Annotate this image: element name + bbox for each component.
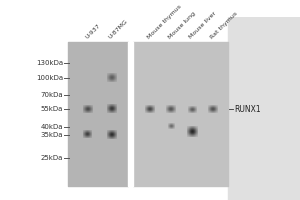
Text: 25kDa: 25kDa xyxy=(40,155,63,161)
Text: 130kDa: 130kDa xyxy=(36,60,63,66)
Text: 40kDa: 40kDa xyxy=(40,124,63,130)
Text: 35kDa: 35kDa xyxy=(40,132,63,138)
Text: U-87MG: U-87MG xyxy=(108,19,129,40)
Text: Mouse thymus: Mouse thymus xyxy=(147,4,183,40)
Text: RUNX1: RUNX1 xyxy=(234,105,261,114)
Text: 100kDa: 100kDa xyxy=(36,75,63,81)
Text: U-937: U-937 xyxy=(84,23,101,40)
Text: 70kDa: 70kDa xyxy=(40,92,63,98)
Text: Rat thymus: Rat thymus xyxy=(209,11,238,40)
Text: 55kDa: 55kDa xyxy=(40,106,63,112)
Text: Mouse lung: Mouse lung xyxy=(167,11,196,40)
Text: Mouse liver: Mouse liver xyxy=(188,11,218,40)
